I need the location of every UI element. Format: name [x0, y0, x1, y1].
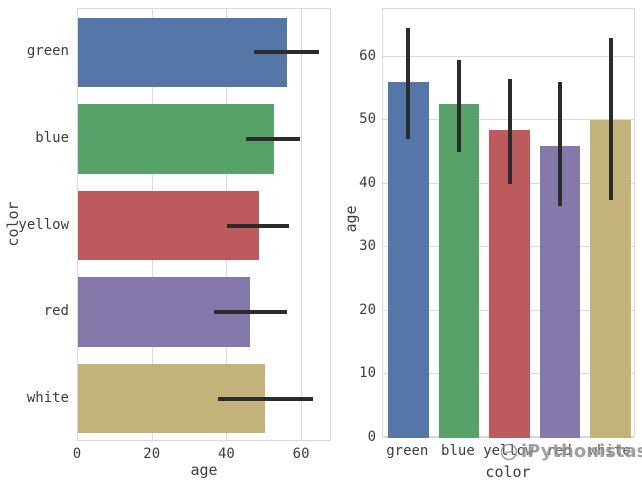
- ytick-label-10: 10: [359, 365, 376, 382]
- left-xaxis-label: age: [190, 461, 218, 479]
- right-bar-chart-axes: [382, 8, 635, 438]
- ytick-label-white: white: [26, 389, 69, 406]
- xtick-label-40: 40: [217, 446, 235, 462]
- error-bar-yellow: [507, 78, 512, 184]
- ytick-label-30: 30: [359, 238, 376, 255]
- ytick-label-60: 60: [359, 47, 376, 64]
- error-bar-green: [406, 28, 411, 140]
- ytick-label-50: 50: [359, 111, 376, 128]
- bar-green: [78, 17, 288, 87]
- error-bar-red: [558, 82, 563, 206]
- xtick-label-white: white: [588, 443, 631, 459]
- error-bar-white: [218, 396, 314, 401]
- ytick-label-blue: blue: [35, 129, 69, 146]
- xtick-label-20: 20: [143, 446, 161, 462]
- xtick-label-green: green: [386, 443, 429, 459]
- right-xaxis-label: color: [485, 463, 531, 481]
- ytick-label-0: 0: [367, 429, 376, 445]
- python-circle-logo-icon: [500, 443, 518, 460]
- left-bar-chart-axes: [77, 8, 331, 441]
- error-bar-blue: [456, 59, 461, 152]
- watermark: iPythonistas: [500, 441, 642, 462]
- right-yaxis-label: age: [342, 205, 360, 233]
- xtick-label-blue: blue: [441, 443, 475, 459]
- error-bar-red: [214, 310, 288, 315]
- bar-green: [388, 82, 429, 438]
- gridline: [301, 9, 303, 440]
- xtick-label-0: 0: [72, 446, 82, 462]
- error-bar-blue: [246, 136, 301, 141]
- ytick-label-red: red: [43, 303, 69, 320]
- ytick-label-40: 40: [359, 174, 376, 191]
- error-bar-yellow: [227, 223, 290, 228]
- error-bar-green: [253, 50, 319, 55]
- bar-blue: [78, 104, 275, 174]
- ytick-label-20: 20: [359, 301, 376, 318]
- xtick-label-red: red: [546, 443, 572, 459]
- error-bar-white: [608, 37, 613, 200]
- ytick-label-yellow: yellow: [18, 216, 69, 233]
- gridline: [383, 55, 634, 57]
- xtick-label-60: 60: [292, 446, 310, 462]
- watermark-text: iPythonistas: [521, 441, 642, 462]
- gridline: [77, 9, 78, 440]
- ytick-label-green: green: [26, 43, 69, 60]
- bar-blue: [438, 104, 480, 438]
